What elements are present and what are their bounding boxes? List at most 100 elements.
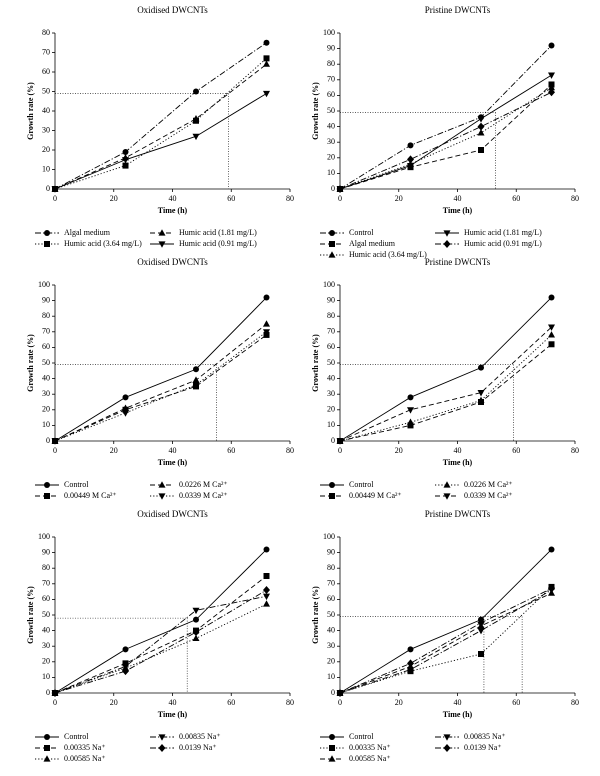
series-line bbox=[54, 42, 267, 190]
marker bbox=[548, 584, 555, 593]
marker bbox=[407, 422, 414, 429]
legend-label: Humic acid (3.64 mg/L) bbox=[64, 239, 142, 248]
series-line bbox=[339, 334, 552, 442]
marker bbox=[548, 546, 555, 553]
marker bbox=[51, 186, 59, 193]
marker bbox=[407, 394, 414, 401]
legend-label: 0.0339 M Ca²⁺ bbox=[464, 491, 513, 500]
x-tick-label: 20 bbox=[110, 446, 118, 455]
marker bbox=[193, 366, 199, 373]
marker bbox=[263, 546, 270, 553]
y-tick-label: 50 bbox=[327, 106, 335, 115]
y-tick-label: 100 bbox=[323, 532, 335, 541]
marker bbox=[548, 72, 555, 79]
marker bbox=[192, 634, 200, 641]
marker bbox=[548, 88, 555, 97]
panel: Oxidised DWCNTs 0 20 40 60 80 0 10 20 30 40 50 60 70 8… bbox=[26, 257, 294, 500]
panel-title: Pristine DWCNTs bbox=[425, 257, 491, 267]
legend-label: Humic acid (1.81 mg/L) bbox=[179, 228, 257, 237]
y-tick-label: 0 bbox=[331, 436, 335, 445]
legend-label: Control bbox=[349, 228, 374, 237]
series-line bbox=[54, 549, 267, 694]
legend-label: Algal medium bbox=[64, 228, 111, 237]
series-line bbox=[54, 297, 267, 442]
series-line bbox=[54, 575, 267, 694]
series-line bbox=[339, 343, 552, 442]
series-line bbox=[54, 323, 267, 442]
y-tick-label: 60 bbox=[327, 342, 335, 351]
marker bbox=[263, 593, 270, 601]
legend-label: Humic acid (3.64 mg/L) bbox=[349, 250, 427, 259]
x-tick-label: 40 bbox=[454, 446, 462, 455]
marker bbox=[407, 164, 414, 171]
marker bbox=[263, 55, 270, 62]
y-tick-label: 60 bbox=[42, 67, 50, 76]
marker bbox=[478, 399, 484, 405]
marker bbox=[122, 664, 129, 671]
series-line bbox=[54, 589, 267, 694]
y-tick-label: 30 bbox=[42, 641, 50, 650]
y-tick-label: 0 bbox=[46, 436, 50, 445]
y-axis-label: Growth rate (%) bbox=[26, 82, 35, 140]
legend-marker bbox=[44, 230, 50, 236]
y-tick-label: 40 bbox=[42, 625, 50, 634]
marker bbox=[548, 341, 555, 348]
y-tick-label: 30 bbox=[327, 137, 335, 146]
y-tick-label: 80 bbox=[327, 311, 335, 320]
y-tick-label: 30 bbox=[327, 641, 335, 650]
series-line bbox=[54, 331, 267, 442]
series-line bbox=[339, 45, 552, 190]
y-tick-label: 10 bbox=[327, 672, 335, 681]
marker bbox=[477, 116, 485, 123]
y-tick-label: 50 bbox=[42, 86, 50, 95]
panel-title: Oxidised DWCNTs bbox=[137, 509, 208, 519]
marker bbox=[336, 185, 344, 192]
x-tick-label: 60 bbox=[227, 698, 235, 707]
marker bbox=[263, 60, 270, 67]
legend-marker bbox=[443, 230, 451, 237]
marker bbox=[122, 660, 129, 667]
y-tick-label: 90 bbox=[327, 547, 335, 556]
y-axis-label: Growth rate (%) bbox=[311, 82, 320, 140]
marker bbox=[263, 320, 270, 327]
y-tick-label: 10 bbox=[42, 420, 50, 429]
y-tick-label: 20 bbox=[327, 657, 335, 666]
legend-marker bbox=[158, 493, 166, 500]
legend-label: 0.00335 Na⁺ bbox=[349, 743, 391, 752]
marker bbox=[192, 607, 200, 615]
x-tick-label: 60 bbox=[227, 194, 235, 203]
legend-label: Control bbox=[64, 732, 89, 741]
y-tick-label: 40 bbox=[42, 106, 50, 115]
panel: Oxidised DWCNTs 0 20 40 60 80 0 10 20 30 40 50 60 70 8… bbox=[26, 5, 294, 248]
marker bbox=[122, 157, 129, 164]
x-axis-label: Time (h) bbox=[443, 710, 473, 719]
legend-label: 0.00835 Na⁺ bbox=[179, 732, 221, 741]
marker bbox=[192, 628, 200, 637]
legend-label: 0.00335 Na⁺ bbox=[64, 743, 106, 752]
y-tick-label: 20 bbox=[42, 405, 50, 414]
y-tick-label: 80 bbox=[327, 59, 335, 68]
series-line bbox=[54, 58, 267, 190]
marker bbox=[192, 382, 200, 389]
marker bbox=[407, 646, 414, 653]
marker bbox=[548, 331, 555, 338]
y-tick-label: 60 bbox=[327, 90, 335, 99]
legend-marker bbox=[328, 251, 336, 258]
marker bbox=[122, 394, 129, 401]
series-line bbox=[339, 87, 552, 190]
x-tick-label: 0 bbox=[338, 698, 342, 707]
y-tick-label: 40 bbox=[42, 373, 50, 382]
x-axis-label: Time (h) bbox=[443, 206, 473, 215]
marker bbox=[263, 600, 270, 607]
marker bbox=[407, 160, 414, 167]
marker bbox=[477, 129, 485, 136]
y-tick-label: 100 bbox=[323, 280, 335, 289]
x-tick-label: 80 bbox=[286, 446, 294, 455]
marker bbox=[336, 689, 344, 696]
y-tick-label: 80 bbox=[42, 28, 50, 37]
y-tick-label: 80 bbox=[42, 563, 50, 572]
marker bbox=[548, 589, 555, 596]
marker bbox=[407, 668, 414, 675]
legend-label: Control bbox=[349, 732, 374, 741]
